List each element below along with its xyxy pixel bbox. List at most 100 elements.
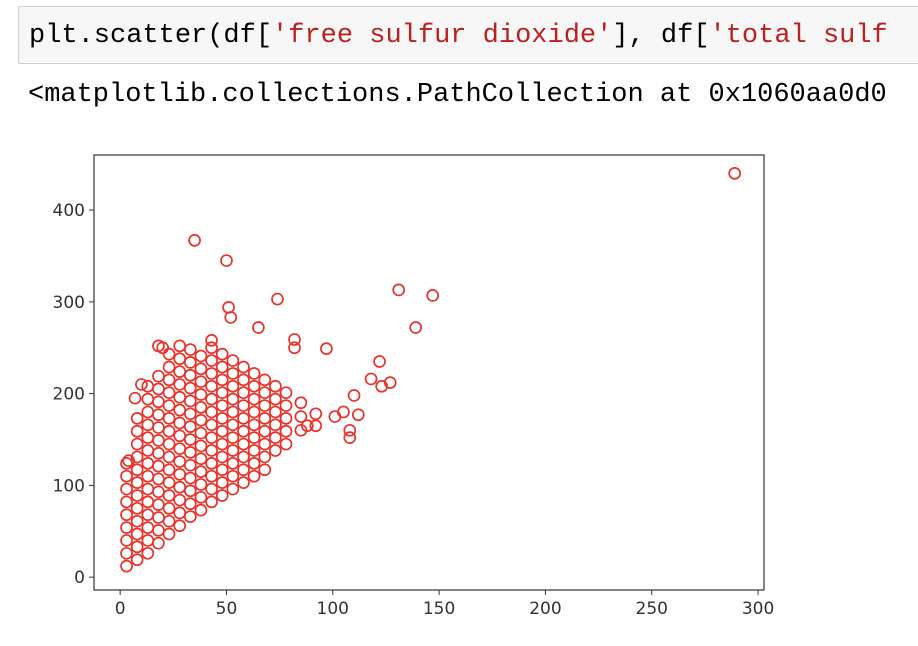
scatter-point [279, 424, 293, 438]
scatter-point [226, 431, 240, 445]
scatter-point [205, 495, 218, 509]
scatter-point [269, 418, 282, 432]
scatter-point [237, 463, 250, 477]
scatter-point [279, 412, 293, 425]
scatter-point [215, 489, 229, 502]
scatter-point [162, 373, 176, 387]
scatter-point [130, 553, 144, 567]
scatter-point [141, 469, 155, 483]
y-tick-label: 0 [74, 568, 85, 588]
scatter-point [375, 379, 389, 393]
scatter-point [215, 463, 229, 477]
x-tick-label: 150 [423, 599, 455, 619]
scatter-point [173, 378, 187, 391]
scatter-point [183, 368, 197, 382]
scatter-point [194, 349, 208, 363]
scatter-point [215, 399, 229, 412]
scatter-point [141, 521, 155, 534]
scatter-point [258, 399, 272, 412]
scatter-point [130, 476, 144, 489]
scatter-point [194, 413, 208, 427]
scatter-point [252, 321, 265, 334]
scatter-point [328, 410, 342, 423]
x-tick-label: 100 [317, 599, 349, 619]
scatter-point [205, 392, 218, 406]
scatter-point [162, 450, 176, 464]
scatter-point [141, 495, 155, 509]
scatter-point [247, 444, 261, 457]
scatter-point [162, 489, 176, 502]
scatter-point [247, 392, 261, 406]
scatter-point [226, 482, 240, 496]
scatter-point [279, 399, 293, 412]
scatter-point [215, 424, 229, 438]
scatter-point [120, 559, 133, 573]
scatter-point [162, 527, 176, 541]
scatter-point [205, 334, 218, 347]
scatter-point [120, 469, 133, 483]
scatter-point [271, 292, 284, 306]
scatter-point [141, 457, 155, 470]
scatter-point [294, 410, 308, 423]
scatter-point [205, 482, 218, 496]
scatter-point [183, 458, 197, 472]
scatter-point [152, 339, 165, 353]
x-tick-label: 300 [742, 599, 774, 619]
scatter-point [162, 347, 176, 361]
scatter-point [152, 459, 165, 473]
scatter-point [237, 373, 250, 387]
scatter-point [141, 444, 155, 457]
scatter-point [215, 347, 229, 361]
scatter-point [183, 356, 197, 369]
scatter-point [141, 508, 155, 522]
scatter-point [288, 341, 301, 355]
scatter-point [247, 405, 261, 419]
scatter-point [141, 392, 155, 406]
scatter-point [194, 388, 208, 401]
scatter-point [141, 534, 155, 547]
scatter-point [237, 399, 250, 412]
scatter-point [247, 418, 261, 432]
scatter-point [130, 514, 144, 528]
scatter-point [300, 419, 314, 433]
scatter-point [152, 434, 165, 447]
scatter-point [258, 437, 272, 451]
scatter-point [162, 476, 176, 489]
scatter-point [173, 416, 187, 430]
scatter-point [173, 480, 187, 494]
scatter-point [247, 379, 261, 393]
scatter-point [258, 463, 272, 477]
scatter-point [152, 498, 165, 512]
scatter-point [237, 450, 250, 464]
scatter-point [183, 510, 197, 523]
scatter-point [728, 167, 742, 180]
scatter-point [364, 372, 378, 386]
scatter-point [269, 431, 282, 445]
code-cell[interactable]: plt.scatter(df['free sulfur dioxide'], d… [18, 6, 918, 64]
scatter-point [237, 476, 250, 489]
y-tick-label: 100 [53, 476, 85, 496]
scatter-point [162, 463, 176, 477]
scatter-point [237, 412, 250, 425]
scatter-point [294, 396, 308, 410]
scatter-point [247, 469, 261, 483]
scatter-point [120, 457, 133, 470]
y-tick-label: 300 [53, 293, 85, 313]
scatter-point [343, 423, 357, 437]
scatter-point [173, 506, 187, 520]
scatter-point [215, 412, 229, 425]
scatter-point [183, 343, 197, 356]
scatter-point [226, 469, 240, 483]
scatter-point [152, 408, 165, 422]
scatter-point [226, 444, 240, 457]
scatter-point [343, 431, 357, 445]
scatter-point [141, 431, 155, 445]
code-string: 'total sulf [709, 21, 888, 51]
scatter-point [152, 382, 165, 396]
scatter-point [258, 373, 272, 387]
scatter-point [288, 333, 301, 346]
scatter-point [141, 405, 155, 419]
scatter-point [183, 484, 197, 498]
scatter-point [215, 360, 229, 374]
